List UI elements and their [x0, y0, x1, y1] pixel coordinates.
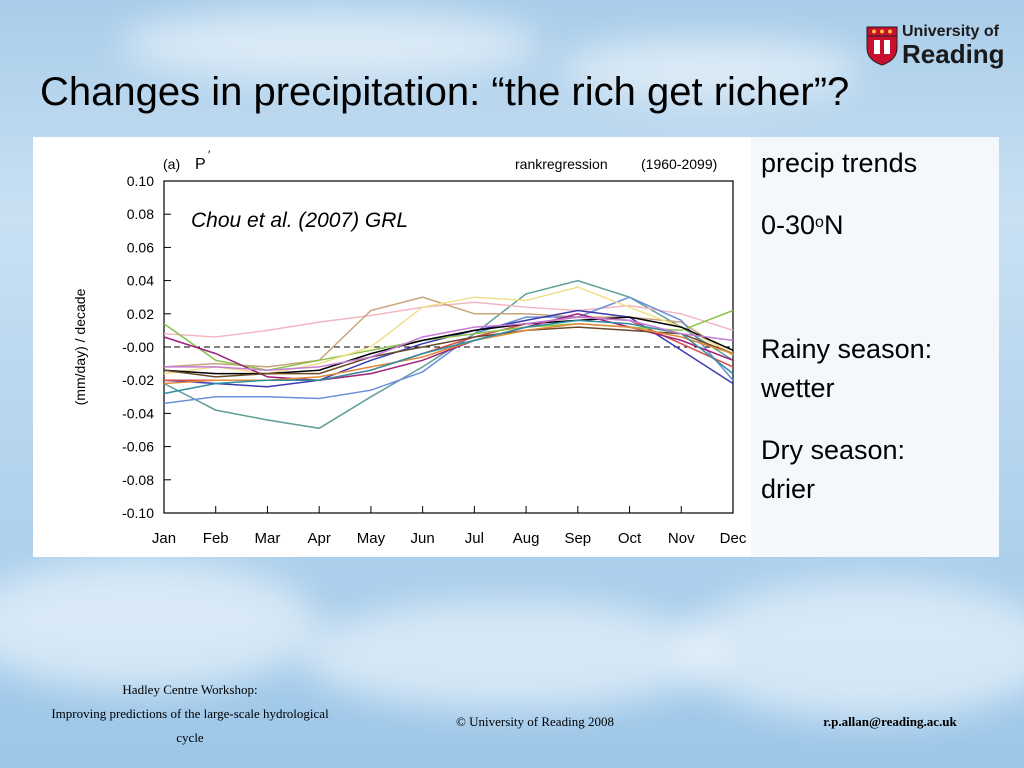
footer-workshop-line-1: Hadley Centre Workshop:: [122, 682, 258, 697]
y-tick-label: 0.04: [127, 273, 154, 289]
x-tick-label: Jun: [411, 530, 435, 547]
university-logo: University of Reading: [866, 24, 1006, 72]
y-tick-label: 0.08: [127, 206, 154, 222]
series-line-2: [163, 301, 734, 338]
series-line-7: [163, 309, 734, 371]
variable-label: P: [195, 156, 206, 173]
x-tick-label: Apr: [308, 530, 331, 547]
footer-workshop: Hadley Centre Workshop: Improving predic…: [25, 678, 355, 750]
y-tick-label: -0.10: [122, 505, 154, 521]
x-tick-label: Aug: [513, 530, 540, 547]
x-tick-label: May: [357, 530, 386, 547]
y-tick-label: 0.10: [127, 173, 154, 189]
citation-annotation: Chou et al. (2007) GRL: [191, 209, 408, 232]
x-tick-label: Feb: [203, 530, 229, 547]
slide-title: Changes in precipitation: “the rich get …: [40, 70, 850, 114]
x-tick-label: Oct: [618, 530, 642, 547]
series-line-3: [163, 296, 734, 368]
method-label: rankregression: [515, 156, 608, 172]
logo-line-1: University of: [902, 23, 999, 40]
line-chart: 0.10 0.08 0.06 0.04 0.02 -0.00 -0.02 -0.04 -0.06…: [72, 148, 747, 547]
y-tick-label: 0.06: [127, 239, 154, 255]
footer-workshop-line-2: Improving predictions of the large-scale…: [51, 706, 329, 721]
y-tick-label: -0.08: [122, 472, 154, 488]
series-line-14: [164, 316, 734, 371]
content-panel: 0.10 0.08 0.06 0.04 0.02 -0.00 -0.02 -0.04 -0.06…: [33, 137, 999, 557]
y-tick-label: 0.02: [127, 306, 154, 322]
footer-email: r.p.allan@reading.ac.uk: [823, 714, 957, 729]
side-note-dry-b: drier: [761, 474, 816, 504]
series-line-13: [163, 319, 734, 395]
series-line-11: [163, 326, 734, 378]
y-axis-label: (mm/day) / decade: [72, 288, 88, 405]
y-tick-label: -0.04: [122, 405, 154, 421]
y-tick-label: -0.02: [122, 372, 154, 388]
y-tick-label: -0.00: [122, 339, 154, 355]
series-line-4: [163, 296, 734, 405]
side-note-dry-a: Dry season:: [761, 435, 906, 465]
side-note-trends: precip trends: [761, 148, 918, 178]
footer-workshop-line-3: cycle: [176, 730, 204, 745]
logo-line-2: Reading: [902, 39, 1005, 69]
panel-label: (a): [163, 156, 180, 172]
x-tick-label: Jul: [465, 530, 484, 547]
x-tick-label: Sep: [564, 530, 591, 547]
x-tick-label: Jan: [152, 530, 176, 547]
y-tick-label: -0.06: [122, 439, 154, 455]
side-note-latitude: 0-30oN: [761, 210, 844, 240]
x-tick-label: Nov: [668, 530, 695, 547]
x-tick-label: Mar: [255, 530, 281, 547]
chart-container: 0.10 0.08 0.06 0.04 0.02 -0.00 -0.02 -0.04 -0.06…: [33, 137, 751, 557]
side-note-rainy-b: wetter: [761, 373, 835, 403]
x-tick-label: Dec: [720, 530, 747, 547]
side-note-rainy-a: Rainy season:: [761, 334, 933, 364]
crest-icon: [866, 26, 898, 66]
variable-prime: ′: [208, 148, 211, 162]
footer-copyright: © University of Reading 2008: [456, 714, 614, 729]
period-label: (1960-2099): [641, 156, 717, 172]
